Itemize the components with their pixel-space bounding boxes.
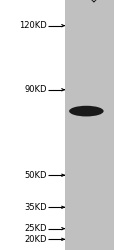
Text: 120KD: 120KD bbox=[19, 21, 47, 30]
Text: 50KD: 50KD bbox=[24, 171, 47, 180]
Text: 90KD: 90KD bbox=[24, 85, 47, 94]
Text: 35KD: 35KD bbox=[24, 203, 47, 212]
Text: 25KD: 25KD bbox=[24, 224, 47, 233]
Text: 20KD: 20KD bbox=[24, 235, 47, 244]
Ellipse shape bbox=[69, 106, 104, 117]
Text: Brain: Brain bbox=[88, 0, 112, 4]
Bar bbox=[65, 0, 114, 250]
